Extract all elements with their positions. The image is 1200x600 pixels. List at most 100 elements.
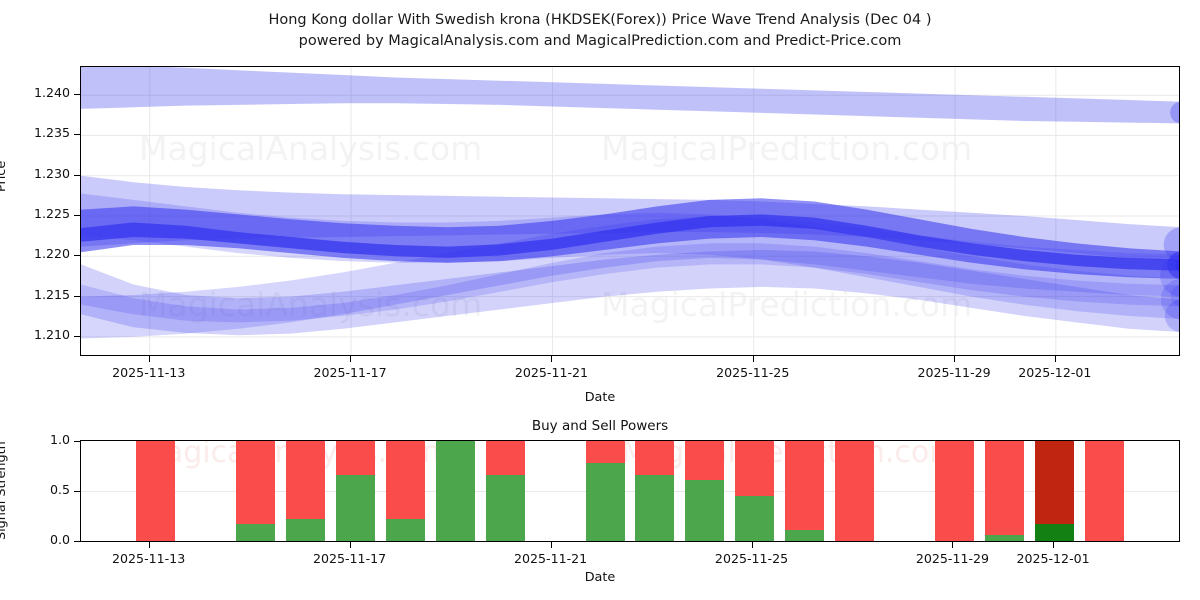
chart-title-block: Hong Kong dollar With Swedish krona (HKD…	[0, 10, 1200, 52]
sell-power-segment	[236, 441, 276, 524]
bs-ytick	[74, 491, 80, 492]
price-ytick-label: 1.240	[33, 85, 70, 101]
bs-xtick	[550, 542, 552, 548]
wave-band-falling-cross-band	[81, 193, 1179, 320]
bs-bar[interactable]	[984, 441, 1024, 541]
date-axis-label-bs: Date	[584, 570, 616, 585]
bs-bar[interactable]	[934, 441, 974, 541]
buy-power-segment	[336, 475, 375, 541]
bs-bar[interactable]	[635, 441, 675, 541]
bs-ytick	[74, 541, 80, 542]
price-xtick	[350, 356, 352, 362]
sell-power-segment	[585, 441, 625, 463]
signal-strength-axis-label: Signal Strength	[0, 441, 9, 540]
bs-bar[interactable]	[835, 441, 875, 541]
buy-power-segment	[435, 441, 475, 541]
bs-bar[interactable]	[385, 441, 425, 541]
bs-bar[interactable]	[485, 441, 525, 541]
price-wave-bands	[81, 67, 1179, 355]
buy-power-segment	[485, 475, 525, 541]
price-axis-label: Price	[0, 160, 9, 192]
buy-power-segment	[385, 519, 425, 541]
buy-power-segment	[1034, 524, 1074, 541]
bs-xtick	[952, 542, 954, 548]
price-xtick	[954, 356, 956, 362]
bs-xtick	[751, 542, 753, 548]
price-ytick-label: 1.220	[33, 246, 70, 262]
bs-ytick-label: 0.5	[49, 482, 70, 497]
bs-ytick	[74, 441, 80, 442]
price-ytick-label: 1.210	[33, 326, 70, 342]
bs-xtick-label: 2025-11-29	[915, 551, 990, 566]
price-ytick-label: 1.215	[33, 286, 70, 302]
price-ytick-label: 1.225	[33, 206, 70, 222]
buy-power-segment	[735, 496, 775, 541]
price-xtick-label: 2025-11-13	[112, 365, 186, 380]
sell-power-segment	[934, 441, 974, 541]
sell-power-segment	[336, 441, 375, 475]
buy-and-sell-powers-chart: MagicalAnalysis.com MagicalPrediction.co…	[80, 440, 1180, 542]
wave-band-rising-cross-band	[81, 216, 1179, 339]
sell-power-segment	[835, 441, 875, 541]
bs-ytick-label: 0.0	[49, 532, 70, 547]
buy-sell-bars-area	[81, 441, 1179, 541]
price-xtick-label: 2025-11-29	[917, 365, 991, 380]
sell-power-segment	[1034, 441, 1074, 524]
sell-power-segment	[286, 441, 326, 519]
bs-bar[interactable]	[236, 441, 276, 541]
bs-bar[interactable]	[136, 441, 176, 541]
bs-xtick-label: 2025-11-25	[714, 551, 789, 566]
wave-band-upper-envelope-band	[81, 67, 1179, 124]
bs-gridline	[81, 491, 1179, 492]
price-xtick	[148, 356, 150, 362]
price-ytick	[74, 255, 80, 257]
bs-bar[interactable]	[735, 441, 775, 541]
price-ytick	[74, 174, 80, 176]
bs-xtick	[1053, 542, 1055, 548]
buy-power-segment	[685, 480, 725, 541]
sell-power-segment	[485, 441, 525, 475]
sell-power-segment	[385, 441, 425, 519]
bs-bar[interactable]	[585, 441, 625, 541]
sell-power-segment	[685, 441, 725, 480]
price-ytick	[74, 335, 80, 337]
price-ytick-label: 1.235	[33, 125, 70, 141]
bs-xtick-label: 2025-12-01	[1016, 551, 1090, 566]
bs-bar[interactable]	[286, 441, 326, 541]
bs-bar[interactable]	[435, 441, 475, 541]
buy-power-segment	[984, 535, 1024, 541]
bs-bar[interactable]	[1034, 441, 1074, 541]
buy-sell-title: Buy and Sell Powers	[531, 418, 669, 434]
wave-band-inner-dense-band	[81, 214, 1179, 271]
price-xtick	[551, 356, 553, 362]
sell-power-segment	[984, 441, 1024, 535]
buy-power-segment	[236, 524, 276, 541]
bs-bar[interactable]	[685, 441, 725, 541]
bs-xtick	[349, 542, 351, 548]
buy-power-segment	[585, 463, 625, 541]
wave-band-lower-tail-band	[81, 243, 1179, 323]
price-ytick	[74, 295, 80, 297]
price-xtick-label: 2025-11-25	[716, 365, 790, 380]
sell-power-segment	[1084, 441, 1124, 541]
bs-ytick-label: 1.0	[49, 432, 70, 447]
sell-power-segment	[136, 441, 176, 541]
price-ytick	[74, 94, 80, 96]
price-xtick-label: 2025-11-17	[313, 365, 387, 380]
bs-bar[interactable]	[785, 441, 825, 541]
sell-power-segment	[735, 441, 775, 496]
page-subtitle: powered by MagicalAnalysis.com and Magic…	[298, 33, 902, 49]
price-xtick	[1054, 356, 1056, 362]
price-wave-chart: MagicalAnalysis.com MagicalPrediction.co…	[80, 66, 1180, 356]
price-xtick-label: 2025-12-01	[1018, 365, 1092, 380]
page-title: Hong Kong dollar With Swedish krona (HKD…	[268, 12, 932, 28]
bs-bar[interactable]	[1084, 441, 1124, 541]
bs-bar[interactable]	[336, 441, 375, 541]
bs-xtick-label: 2025-11-17	[312, 551, 387, 566]
bs-xtick-label: 2025-11-13	[112, 551, 186, 566]
price-ytick-label: 1.230	[33, 165, 70, 181]
bs-xtick-label: 2025-11-21	[513, 551, 588, 566]
price-ytick	[74, 134, 80, 136]
date-axis-label-main: Date	[584, 390, 616, 405]
